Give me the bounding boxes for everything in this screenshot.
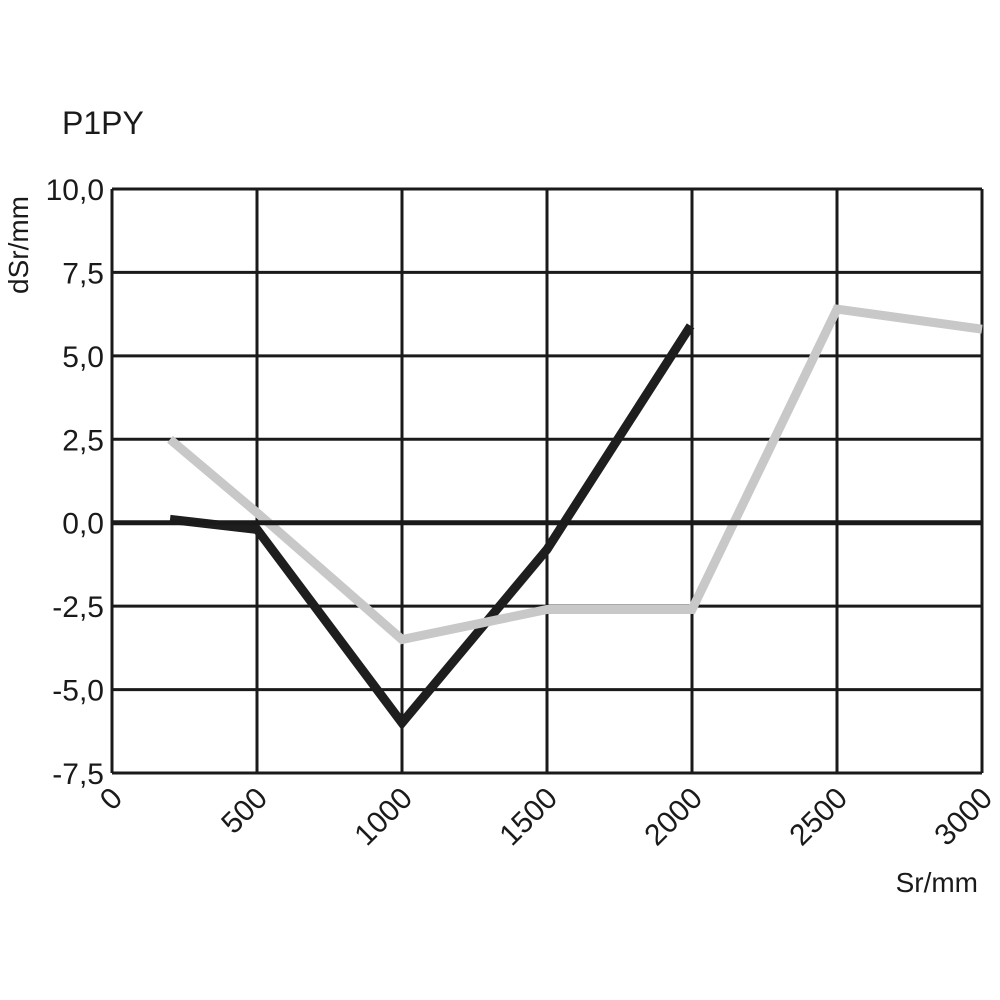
y-tick-label: -7,5 [52,758,104,791]
y-tick-label: 0,0 [62,508,104,541]
y-tick-label: -2,5 [52,591,104,624]
series-line-1 [169,323,695,731]
x-tick-label: 2000 [638,782,709,853]
y-tick-label: 7,5 [62,257,104,290]
x-tick-label: 3000 [928,782,999,853]
series-layer [167,304,983,731]
y-tick-label: -5,0 [52,675,104,708]
x-tick-label: 1500 [493,782,564,853]
series-line-2 [167,304,983,645]
y-tick-label: 2,5 [62,424,104,457]
x-tick-label: 0 [94,782,129,817]
x-tick-label: 1000 [348,782,419,853]
tick-labels: -7,5 -5,0 -2,5 0,0 2,5 5,0 7,5 10,0 0 500 1000 1500… [46,174,999,852]
x-tick-label: 500 [215,782,274,841]
y-tick-label: 10,0 [46,174,104,207]
chart-title: P1PY [62,105,144,141]
y-axis-label: dSr/mm [3,196,34,294]
x-axis-label: Sr/mm [896,867,978,898]
y-tick-label: 5,0 [62,341,104,374]
x-tick-label: 2500 [783,782,854,853]
grid [110,187,984,775]
